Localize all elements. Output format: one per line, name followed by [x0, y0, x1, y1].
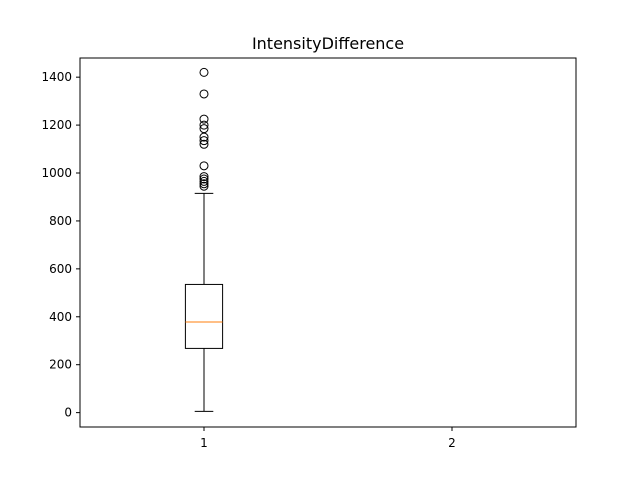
plot-area — [184, 67, 224, 412]
outlier-point — [199, 136, 209, 146]
y-tick-label: 600 — [49, 262, 72, 276]
outlier-point — [199, 179, 209, 189]
chart-title: IntensityDifference — [252, 34, 404, 53]
outlier-point — [199, 172, 209, 182]
outlier-point — [199, 181, 209, 191]
outlier-point — [199, 114, 209, 124]
x-tick-label: 2 — [448, 436, 456, 450]
y-tick-label: 200 — [49, 358, 72, 372]
iqr-box — [184, 283, 224, 349]
y-axis: 0 200 400 600 800 1000 1200 1400 — [41, 70, 80, 420]
y-tick-label: 1200 — [41, 118, 72, 132]
box-group — [184, 67, 224, 412]
outlier-point — [199, 176, 209, 186]
outlier-point — [199, 67, 209, 77]
y-tick-label: 800 — [49, 214, 72, 228]
x-tick-label: 1 — [200, 436, 208, 450]
y-tick-label: 400 — [49, 310, 72, 324]
outlier-point — [199, 161, 209, 171]
axes-frame — [79, 57, 577, 428]
outlier-point — [199, 89, 209, 99]
outlier-point — [199, 124, 209, 134]
y-tick-label: 0 — [64, 406, 72, 420]
y-tick-label: 1000 — [41, 166, 72, 180]
outlier-point — [199, 139, 209, 149]
y-tick-label: 1400 — [41, 70, 72, 84]
outlier-point — [199, 174, 209, 184]
outlier-point — [199, 120, 209, 130]
